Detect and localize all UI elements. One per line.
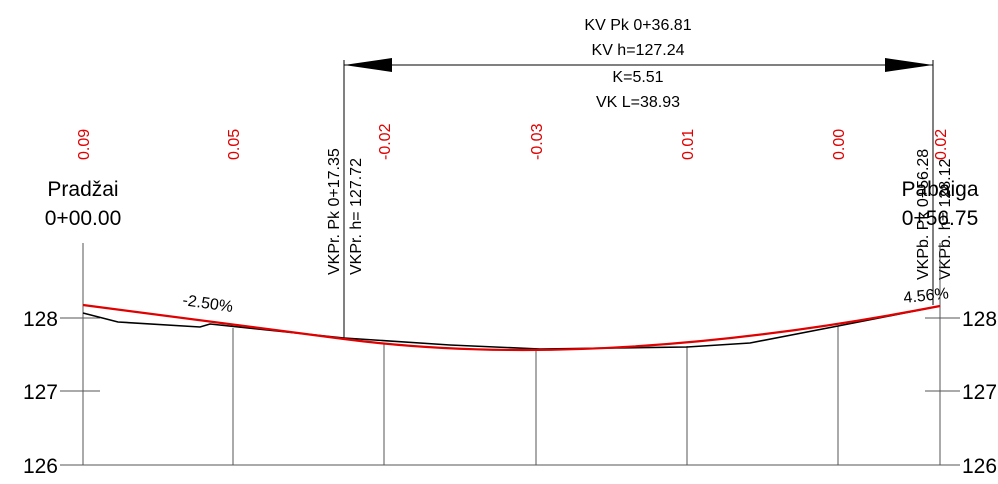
curve-start-h: VKPr. h= 127.72 — [348, 158, 365, 275]
end-label: Pabaiga — [901, 178, 978, 201]
kv-pk: KV Pk 0+36.81 — [584, 17, 691, 34]
axis-label: 128 — [23, 308, 58, 331]
axis-label: 127 — [962, 381, 997, 404]
dimension — [343, 58, 934, 339]
curve-start-pk: VKPr. Pk 0+17.35 — [326, 148, 343, 275]
curve-end-h: VKPb. h= 128.12 — [937, 158, 954, 280]
difference: 0.01 — [680, 129, 697, 160]
grade: -2.50% — [181, 292, 234, 316]
difference: 0.09 — [76, 129, 93, 160]
design-line — [82, 303, 941, 352]
grade: 4.56% — [903, 285, 950, 307]
end-station: 0+56.75 — [902, 207, 979, 230]
difference: -0.03 — [529, 123, 546, 160]
start-label: Pradžai — [47, 178, 118, 201]
difference: 0.02 — [933, 129, 950, 160]
difference: 0.05 — [226, 129, 243, 160]
vk-length: VK L=38.93 — [596, 94, 680, 111]
axes — [60, 243, 960, 466]
start-station: 0+00.00 — [45, 207, 122, 230]
axis-label: 126 — [23, 455, 58, 478]
axis-label: 127 — [23, 381, 58, 404]
difference: -0.02 — [377, 123, 394, 160]
kv-h: KV h=127.24 — [592, 42, 685, 59]
difference: 0.00 — [831, 129, 848, 160]
curve-end-pk: VKPb. Pk 0+56.28 — [915, 149, 932, 280]
k-value: K=5.51 — [612, 69, 663, 86]
axis-label: 126 — [962, 455, 997, 478]
axis-label: 128 — [962, 308, 997, 331]
terrain-line — [82, 305, 941, 350]
